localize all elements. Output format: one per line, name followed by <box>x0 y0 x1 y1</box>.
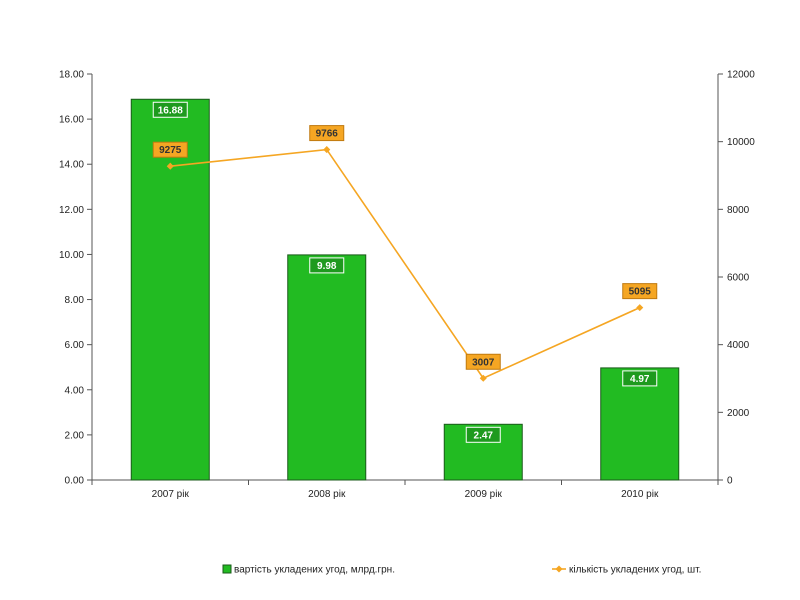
left-tick-label: 4.00 <box>65 385 85 396</box>
left-tick-label: 14.00 <box>59 160 84 171</box>
line-point <box>479 374 487 382</box>
left-tick-label: 2.00 <box>65 430 85 441</box>
bar-data-label-box <box>465 426 501 443</box>
right-tick-label: 0 <box>727 476 733 487</box>
bar-data-label: 9.98 <box>317 261 337 272</box>
right-tick-label: 8000 <box>727 205 750 216</box>
x-axis: 2007 рік 2008 рік 2009 рік 2010 рік <box>91 480 719 500</box>
line-data-label: 5095 <box>629 287 652 298</box>
line-data-label: 9766 <box>316 129 339 140</box>
x-tick-label: 2009 рік <box>465 489 503 500</box>
line-data-label: 3007 <box>472 357 495 368</box>
x-tick-label: 2008 рік <box>308 489 346 500</box>
series-line <box>170 148 641 380</box>
left-y-axis: 0.00 2.00 4.00 6.00 8.00 10.00 12.00 14.00 16.00… <box>59 70 92 487</box>
legend: вартість укладених угод, млрд.грн. кількі… <box>222 564 701 576</box>
left-tick-label: 6.00 <box>65 340 85 351</box>
left-tick-label: 16.00 <box>59 115 84 126</box>
right-tick-label: 6000 <box>727 273 750 284</box>
bar-series: 16.88 9.98 2.47 4.97 <box>130 98 680 481</box>
line-data-label-box <box>152 141 188 158</box>
bar-data-label-box <box>309 257 345 274</box>
line-data-label-box <box>309 125 345 142</box>
bar <box>600 367 680 481</box>
right-tick-label: 2000 <box>727 408 750 419</box>
line-data-label-box <box>465 353 501 370</box>
left-tick-label: 18.00 <box>59 70 84 81</box>
x-tick-label: 2010 рік <box>621 489 659 500</box>
bar-data-label: 2.47 <box>474 430 494 441</box>
line-point <box>636 304 644 312</box>
left-tick-label: 8.00 <box>65 295 85 306</box>
right-y-axis: 0 2000 4000 6000 8000 10000 12000 <box>718 70 755 487</box>
legend-line-marker <box>555 565 563 573</box>
right-tick-label: 4000 <box>727 340 750 351</box>
left-tick-label: 12.00 <box>59 205 84 216</box>
bar-data-label: 16.88 <box>158 105 183 116</box>
legend-bar-swatch <box>222 564 232 574</box>
line-data-label-box <box>622 283 658 300</box>
right-tick-label: 12000 <box>727 70 755 81</box>
right-tick-label: 10000 <box>727 137 755 148</box>
x-tick-label: 2007 рік <box>152 489 190 500</box>
left-tick-label: 10.00 <box>59 250 84 261</box>
line-series: 9275 9766 3007 5095 <box>152 125 658 382</box>
bar <box>287 254 367 481</box>
line-point <box>166 162 174 170</box>
line-point <box>323 146 331 154</box>
bar-data-label: 4.97 <box>630 374 650 385</box>
bar-data-label-box <box>622 370 658 387</box>
legend-bar-label: вартість укладених угод, млрд.грн. <box>234 565 395 576</box>
bar-data-label-box <box>152 101 188 118</box>
line-data-label: 9275 <box>159 145 182 156</box>
left-tick-label: 0.00 <box>65 476 85 487</box>
legend-line-label: кількість укладених угод, шт. <box>569 565 701 576</box>
